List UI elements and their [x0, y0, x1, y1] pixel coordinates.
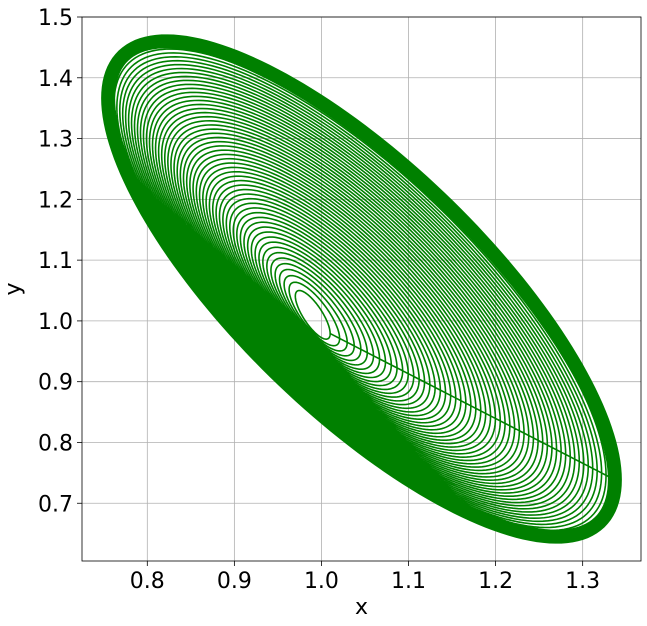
y-tick-label: 1.0 [38, 310, 73, 335]
spiral-series [101, 34, 622, 544]
x-axis-label: x [355, 595, 368, 620]
y-axis-label: y [1, 282, 26, 295]
y-tick-label: 1.3 [38, 128, 73, 153]
y-tick-label: 1.2 [38, 188, 73, 213]
x-tick-label: 0.9 [217, 569, 252, 594]
plot-frame [81, 16, 642, 562]
axis-ticks: 0.8 0.9 1.0 1.1 1.2 1.3 0.7 0.8 0.9 1.0 1.1 1.2 1.3 1… [38, 6, 600, 594]
y-tick-label: 0.8 [38, 431, 73, 456]
spiral-outer-band [101, 34, 622, 544]
y-tick-label: 0.9 [38, 371, 73, 396]
y-tick-label: 1.4 [38, 67, 73, 92]
x-tick-label: 0.8 [130, 569, 165, 594]
x-tick-label: 1.1 [391, 569, 426, 594]
spiral-trajectory-line [107, 40, 616, 538]
y-tick-label: 0.7 [38, 492, 73, 517]
x-tick-label: 1.2 [478, 569, 513, 594]
x-tick-label: 1.3 [565, 569, 600, 594]
y-tick-label: 1.1 [38, 249, 73, 274]
y-tick-label: 1.5 [38, 6, 73, 31]
x-tick-label: 1.0 [304, 569, 339, 594]
